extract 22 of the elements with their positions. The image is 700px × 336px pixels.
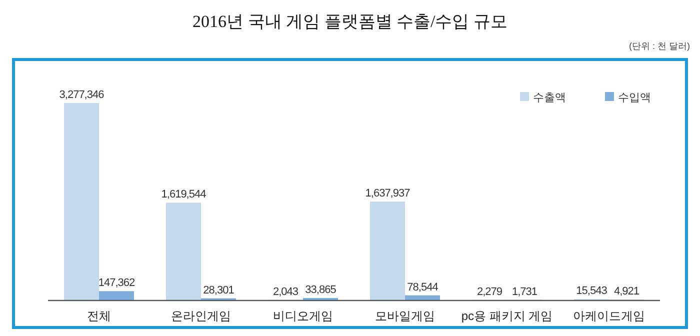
data-label: 2,279 xyxy=(476,286,502,298)
legend-label: 수출액 xyxy=(533,92,566,104)
category-label: 온라인게임 xyxy=(171,309,231,323)
data-label: 4,921 xyxy=(614,286,640,298)
category-label: 모바일게임 xyxy=(375,309,435,323)
data-label: 3,277,346 xyxy=(59,89,104,101)
data-label: 33,865 xyxy=(305,284,336,296)
data-label: 147,362 xyxy=(98,277,135,290)
data-label: 2,043 xyxy=(272,286,298,298)
category-label: pc용 패키지 게임 xyxy=(461,309,553,323)
data-label: 15,543 xyxy=(576,285,607,298)
title: 2016년 국내 게임 플랫폼별 수출/수입 규모 xyxy=(192,12,508,31)
annotation: (단위 : 천 달러) xyxy=(629,41,690,51)
data-label: 1,731 xyxy=(512,286,538,298)
data-label: 78,544 xyxy=(407,281,438,294)
data-label: 28,301 xyxy=(203,284,234,296)
data-label: 1,637,937 xyxy=(365,188,410,200)
category-label: 전체 xyxy=(87,309,111,323)
legend-label: 수입액 xyxy=(618,92,651,104)
category-label: 비디오게임 xyxy=(273,309,333,323)
data-label: 1,619,544 xyxy=(161,188,206,201)
category-label: 아케이드게임 xyxy=(573,309,645,323)
